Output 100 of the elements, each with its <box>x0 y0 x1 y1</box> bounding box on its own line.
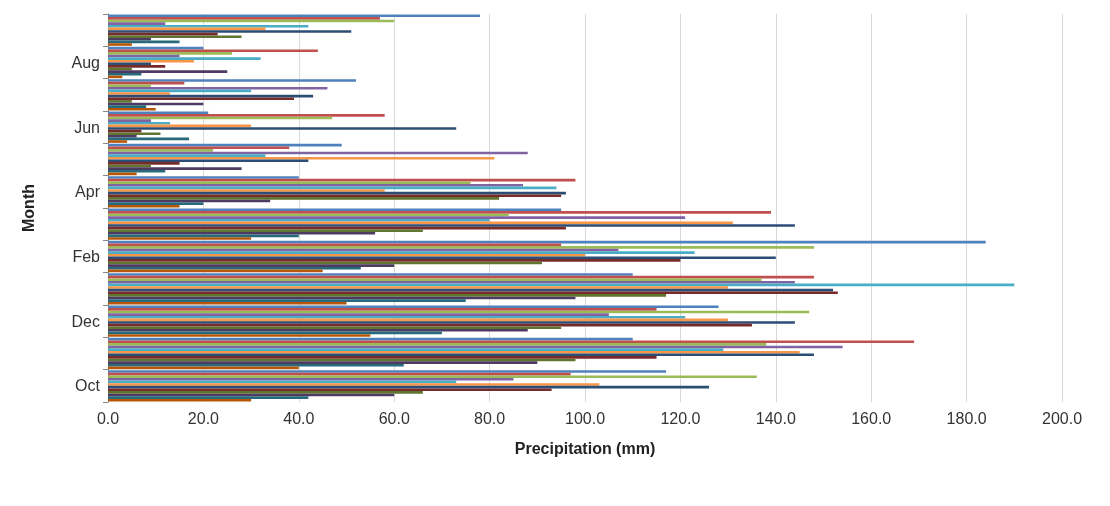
bar <box>108 86 328 90</box>
bar <box>108 218 490 222</box>
x-tick-label: 160.0 <box>851 409 892 427</box>
bar <box>108 97 295 101</box>
bar <box>108 162 180 165</box>
bar <box>108 383 600 386</box>
bar <box>108 169 166 173</box>
bar <box>108 224 795 227</box>
bar <box>108 52 233 55</box>
bar <box>108 154 266 157</box>
bar <box>108 278 762 281</box>
bar <box>108 92 171 95</box>
bar <box>108 65 166 68</box>
bar <box>108 132 161 136</box>
y-tick-label: Aug <box>71 54 100 71</box>
bar <box>108 59 194 63</box>
bar <box>108 167 242 170</box>
y-tick-label: Feb <box>72 248 101 265</box>
bar <box>108 111 209 115</box>
bar <box>108 105 147 108</box>
bar <box>108 264 395 267</box>
bar <box>108 72 142 76</box>
bar <box>108 121 171 125</box>
bar <box>108 114 385 117</box>
bar <box>108 350 800 354</box>
bar <box>108 208 562 212</box>
bar <box>108 127 457 130</box>
bar <box>108 49 318 53</box>
bar <box>108 149 213 152</box>
bar <box>108 321 795 324</box>
bar <box>108 204 180 208</box>
bar <box>108 24 309 28</box>
bar <box>108 79 357 82</box>
bar <box>108 301 347 305</box>
bar <box>108 340 915 344</box>
bar <box>108 237 252 240</box>
x-tick-label: 0.0 <box>96 409 120 427</box>
bar <box>108 361 538 364</box>
bar <box>108 313 609 316</box>
bar <box>108 273 633 276</box>
bar <box>108 246 814 249</box>
bar <box>108 14 481 18</box>
bar <box>108 183 523 187</box>
bar <box>108 294 667 297</box>
bar <box>108 286 729 289</box>
bar <box>108 348 724 351</box>
bar <box>108 43 132 46</box>
bar <box>108 326 562 330</box>
bar <box>108 107 156 111</box>
bar <box>108 308 657 311</box>
bar <box>108 176 299 179</box>
x-tick-label: 20.0 <box>187 409 220 427</box>
y-tick-label: Oct <box>75 377 101 395</box>
bar <box>108 135 137 138</box>
x-tick-label: 40.0 <box>283 409 315 427</box>
bar <box>108 259 681 262</box>
bar <box>108 232 376 235</box>
bar <box>108 100 132 103</box>
bar <box>108 140 128 143</box>
bar <box>108 229 423 233</box>
bar <box>108 334 371 337</box>
bar <box>108 243 562 247</box>
bar <box>108 299 466 302</box>
bar <box>108 315 686 319</box>
bar <box>108 119 151 122</box>
bar <box>108 181 471 184</box>
bar <box>108 291 838 295</box>
y-tick-label: Apr <box>75 183 101 201</box>
y-tick-label: Jun <box>74 118 100 136</box>
y-tick-label: Dec <box>71 312 100 330</box>
bar <box>108 216 686 219</box>
x-tick-label: 100.0 <box>564 409 606 427</box>
bar <box>108 370 667 373</box>
bar <box>108 375 757 378</box>
bar <box>108 280 795 284</box>
bar <box>108 22 166 25</box>
bar <box>108 202 204 205</box>
bar <box>108 398 252 402</box>
bar <box>108 391 423 394</box>
bar <box>108 30 352 33</box>
x-tick-label: 140.0 <box>755 409 796 427</box>
bar <box>108 189 385 192</box>
bar <box>108 17 380 20</box>
y-axis-title: Month <box>19 184 37 232</box>
bar <box>108 197 500 200</box>
x-tick-label: 60.0 <box>378 409 410 427</box>
bar <box>108 356 657 359</box>
x-axis-title: Precipitation (mm) <box>514 439 656 457</box>
bar <box>108 194 562 198</box>
bar <box>108 211 772 214</box>
x-tick-label: 200.0 <box>1041 409 1083 427</box>
bar <box>108 156 495 160</box>
bar <box>108 329 528 332</box>
bar <box>108 253 585 257</box>
bar <box>108 70 228 73</box>
bar <box>108 251 695 254</box>
bar <box>108 84 151 87</box>
bar <box>108 57 261 60</box>
bar <box>108 388 552 392</box>
x-tick-label: 120.0 <box>660 409 701 427</box>
